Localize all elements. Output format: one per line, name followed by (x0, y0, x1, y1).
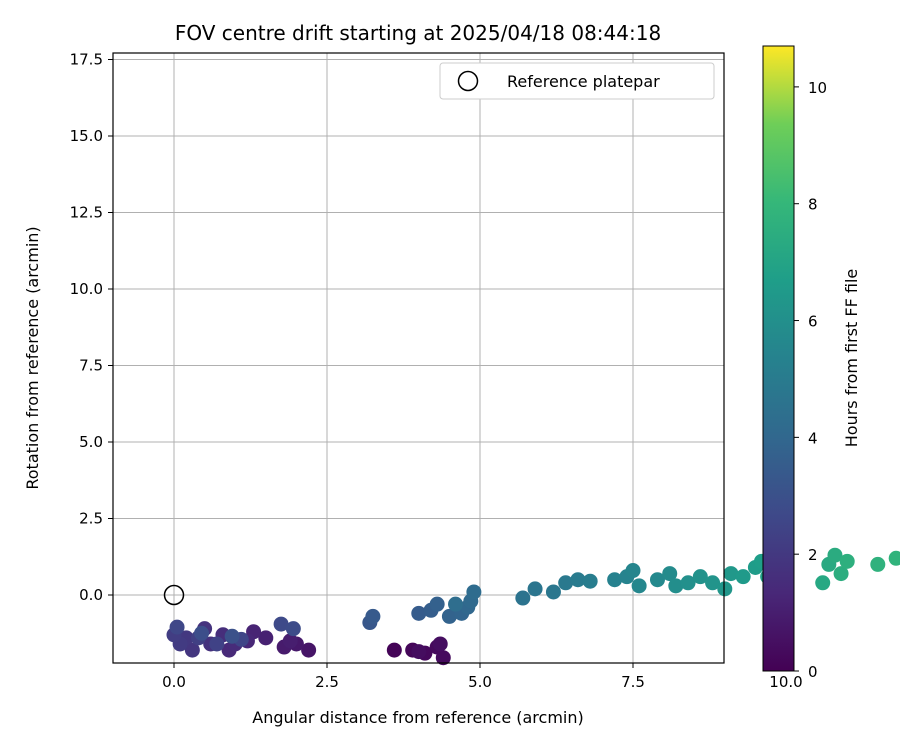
data-point (717, 581, 732, 596)
colorbar: 0 2 4 6 8 10 Hours from first FF file (763, 46, 861, 681)
data-point (170, 620, 185, 635)
colorbar-tick-label: 2 (808, 546, 818, 564)
x-tick-label: 2.5 (315, 673, 339, 691)
data-point (286, 621, 301, 636)
data-point (632, 578, 647, 593)
data-point (466, 584, 481, 599)
data-point (889, 551, 900, 566)
colorbar-tick-label: 10 (808, 79, 827, 97)
chart-title: FOV centre drift starting at 2025/04/18 … (175, 21, 661, 45)
x-axis-label: Angular distance from reference (arcmin) (252, 708, 583, 727)
data-point (387, 643, 402, 658)
y-tick-label: 0.0 (79, 586, 103, 604)
data-point (626, 563, 641, 578)
colorbar-tick-label: 8 (808, 196, 818, 214)
data-point (225, 629, 240, 644)
data-point (430, 597, 445, 612)
y-tick-label: 7.5 (79, 357, 103, 375)
data-point (583, 574, 598, 589)
data-point (209, 636, 224, 651)
y-tick-label: 17.5 (70, 51, 103, 69)
y-tick-label: 10.0 (70, 280, 103, 298)
data-point (528, 581, 543, 596)
y-tick-label: 12.5 (70, 204, 103, 222)
y-tick-label: 15.0 (70, 127, 103, 145)
colorbar-ticks: 0 2 4 6 8 10 (794, 79, 827, 681)
data-point (840, 554, 855, 569)
x-tick-label: 0.0 (162, 673, 186, 691)
colorbar-gradient (763, 46, 794, 671)
x-tick-label: 5.0 (468, 673, 492, 691)
data-point (515, 591, 530, 606)
y-tick-label: 5.0 (79, 433, 103, 451)
y-tick-label: 2.5 (79, 510, 103, 528)
y-axis-label: Rotation from reference (arcmin) (23, 226, 42, 489)
legend: Reference platepar (440, 63, 714, 99)
data-point (365, 609, 380, 624)
x-tick-label: 10.0 (769, 673, 802, 691)
y-axis: 0.0 2.5 5.0 7.5 10.0 12.5 15.0 17.5 (70, 51, 113, 605)
colorbar-tick-label: 6 (808, 313, 818, 331)
colorbar-tick-label: 4 (808, 429, 818, 447)
x-tick-label: 7.5 (621, 673, 645, 691)
data-point (194, 626, 209, 641)
data-point (448, 597, 463, 612)
data-point (815, 575, 830, 590)
colorbar-label: Hours from first FF file (842, 269, 861, 448)
data-point (411, 644, 426, 659)
legend-label: Reference platepar (507, 72, 660, 91)
data-point (736, 569, 751, 584)
data-point (546, 584, 561, 599)
data-point (870, 557, 885, 572)
colorbar-tick-label: 0 (808, 663, 818, 681)
data-point (433, 636, 448, 651)
